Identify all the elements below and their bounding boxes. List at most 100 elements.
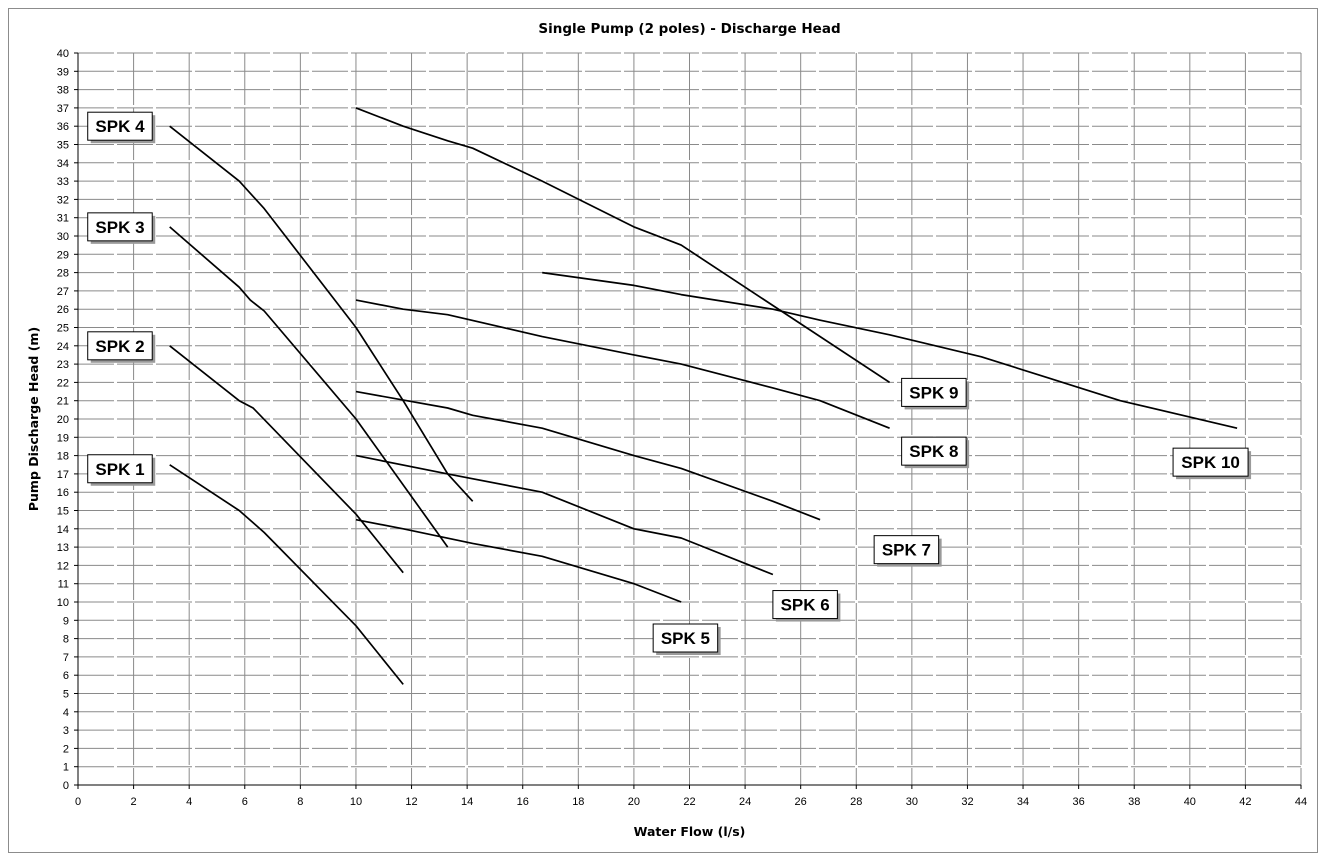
series-line-spk-6	[355, 454, 774, 576]
y-tick-label: 39	[57, 66, 69, 78]
y-tick-label: 23	[57, 359, 69, 371]
x-axis-title: Water Flow (l/s)	[634, 824, 746, 839]
x-tick-label: 26	[795, 796, 807, 808]
y-tick-label: 38	[57, 85, 69, 97]
series-lines	[169, 107, 1238, 685]
label-box	[87, 454, 153, 484]
x-tick-label: 6	[242, 796, 248, 808]
label-text: SPK 8	[909, 442, 958, 461]
x-tick-label: 22	[683, 796, 695, 808]
y-tick-label: 28	[57, 268, 69, 280]
y-tick-label: 7	[63, 652, 69, 664]
series-label-spk-7: SPK 7	[873, 535, 942, 567]
y-tick-label: 1	[63, 762, 69, 774]
y-axis-title: Pump Discharge Head (m)	[26, 327, 41, 511]
series-label-spk-5: SPK 5	[652, 623, 721, 655]
y-tick-label: 34	[57, 158, 69, 170]
y-tick-label: 33	[57, 176, 69, 188]
y-tick-label: 26	[57, 304, 69, 316]
x-tick-label: 0	[75, 796, 81, 808]
y-tick-label: 19	[57, 432, 69, 444]
y-tick-label: 31	[57, 213, 69, 225]
series-label-spk-9: SPK 9	[901, 377, 970, 410]
series-label-spk-10: SPK 10	[1172, 447, 1252, 480]
label-box	[652, 623, 719, 653]
x-tick-label: 4	[186, 796, 192, 808]
series-line-spk-2	[169, 345, 404, 574]
axes	[74, 52, 1302, 789]
series-line-spk-4	[169, 125, 474, 502]
y-tick-label: 22	[57, 377, 69, 389]
y-tick-label: 2	[63, 743, 69, 755]
x-tick-label: 18	[572, 796, 584, 808]
y-tick-label: 17	[57, 469, 69, 481]
series-line-spk-9	[355, 107, 891, 384]
x-tick-label: 16	[517, 796, 529, 808]
label-box	[87, 111, 153, 141]
y-tick-label: 35	[57, 140, 69, 152]
y-tick-label: 27	[57, 286, 69, 298]
y-tick-label: 40	[57, 48, 69, 60]
x-tick-label: 34	[1017, 796, 1029, 808]
y-tick-label: 20	[57, 414, 69, 426]
label-box	[901, 436, 967, 466]
y-tick-label: 16	[57, 487, 69, 499]
label-text: SPK 2	[95, 337, 144, 356]
gridlines	[78, 52, 1302, 785]
y-tick-label: 3	[63, 725, 69, 737]
y-tick-label: 10	[57, 597, 69, 609]
y-tick-label: 14	[57, 524, 69, 536]
x-tick-label: 28	[850, 796, 862, 808]
y-tick-label: 4	[63, 707, 69, 719]
y-tick-label: 6	[63, 670, 69, 682]
tick-labels: 0123456789101112131415161718192021222324…	[57, 48, 1307, 808]
y-tick-label: 25	[57, 323, 69, 335]
series-line-spk-7	[355, 390, 821, 521]
y-tick-label: 21	[57, 396, 69, 408]
label-box	[772, 590, 838, 620]
y-tick-label: 15	[57, 506, 69, 518]
series-line-spk-1	[169, 464, 404, 685]
y-tick-label: 9	[63, 615, 69, 627]
x-tick-label: 38	[1128, 796, 1140, 808]
series-label-spk-4: SPK 4	[87, 111, 156, 144]
y-tick-label: 37	[57, 103, 69, 115]
y-tick-label: 0	[63, 780, 69, 792]
label-box	[873, 535, 940, 565]
label-text: SPK 3	[95, 218, 144, 237]
x-tick-label: 36	[1073, 796, 1085, 808]
x-tick-label: 32	[961, 796, 973, 808]
label-text: SPK 7	[882, 541, 931, 560]
label-box	[87, 331, 153, 361]
x-tick-label: 2	[131, 796, 137, 808]
chart-title: Single Pump (2 poles) - Discharge Head	[538, 21, 840, 37]
y-tick-label: 36	[57, 121, 69, 133]
label-text: SPK 9	[909, 383, 958, 402]
label-box	[1172, 447, 1249, 477]
y-tick-label: 8	[63, 634, 69, 646]
label-text: SPK 10	[1181, 453, 1240, 472]
label-text: SPK 1	[95, 460, 144, 479]
series-line-spk-10	[542, 271, 1238, 430]
label-text: SPK 5	[661, 629, 710, 648]
y-tick-label: 18	[57, 451, 69, 463]
label-text: SPK 6	[781, 596, 830, 615]
y-tick-label: 24	[57, 341, 69, 353]
label-box	[901, 377, 967, 407]
series-line-spk-5	[355, 518, 682, 603]
x-tick-label: 40	[1184, 796, 1196, 808]
y-tick-label: 12	[57, 560, 69, 572]
y-tick-label: 5	[63, 689, 69, 701]
y-tick-label: 11	[58, 579, 69, 591]
series-label-spk-8: SPK 8	[901, 436, 970, 469]
label-box	[87, 212, 153, 242]
x-tick-label: 10	[350, 796, 362, 808]
series-label-spk-6: SPK 6	[772, 590, 841, 622]
series-line-spk-3	[169, 226, 449, 548]
series-line-spk-8	[355, 299, 890, 429]
label-text: SPK 4	[95, 117, 145, 136]
y-tick-label: 32	[57, 194, 69, 206]
y-tick-label: 13	[57, 542, 69, 554]
series-labels: SPK 1 SPK 2 SPK 3 SPK 4 SPK 5 SPK 6 SPK 7 SPK 8…	[87, 111, 1252, 655]
